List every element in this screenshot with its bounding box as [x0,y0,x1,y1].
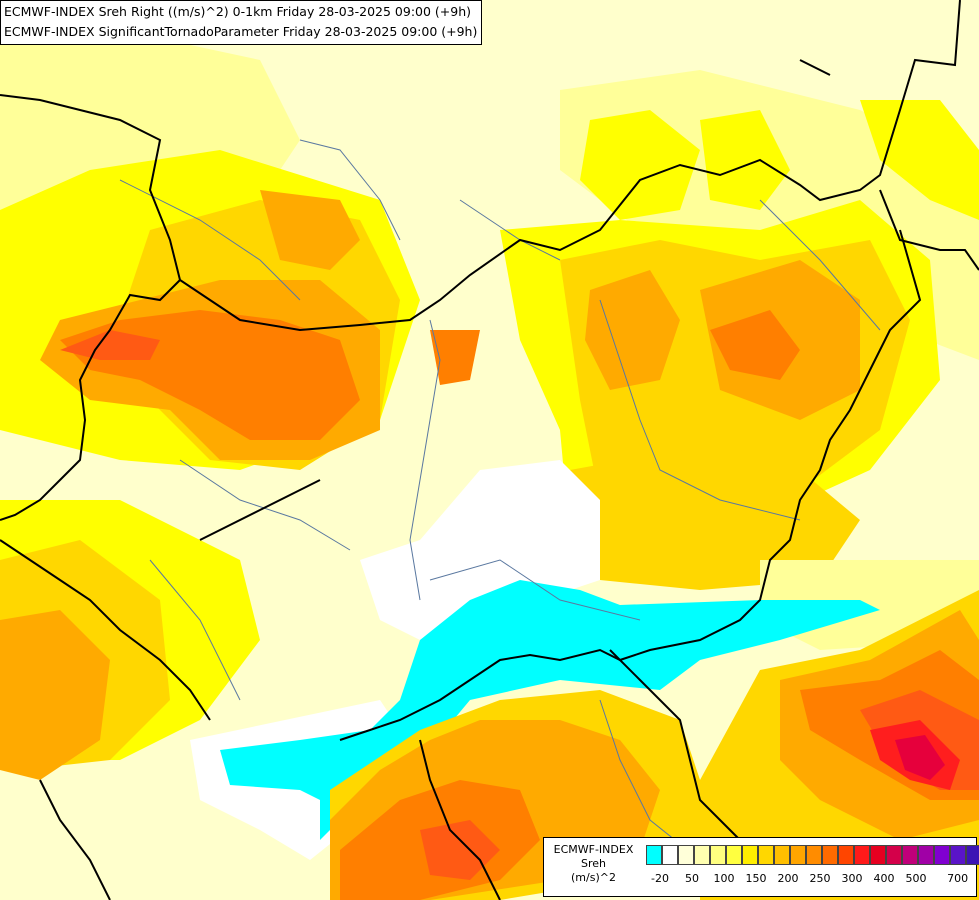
border-south-1 [419,739,501,900]
legend-swatch-16 [902,845,918,865]
legend-swatch-8 [774,845,790,865]
legend-variable: Sreh [580,857,606,870]
field-orange-sw [0,610,110,780]
field-crimson-se [895,735,945,780]
legend-swatch-10 [806,845,822,865]
field-dark-orange-east [710,310,800,380]
border-north [0,0,961,332]
field-orange-east-1 [585,270,680,390]
legend-swatch-4 [710,845,726,865]
river-north-1 [299,139,401,241]
legend-swatch-9 [790,845,806,865]
legend-tick-label: 200 [777,872,799,885]
title-line-stp: ECMWF-INDEX SignificantTornadoParameter … [4,24,478,39]
field-red-orange-south [420,820,500,880]
legend-tick-label: 400 [873,872,895,885]
map-title-box: ECMWF-INDEX Sreh Right ((m/s)^2) 0-1km F… [0,0,483,45]
border-lake-balaton [199,479,321,541]
legend-swatch-15 [886,845,902,865]
legend-swatch-3 [694,845,710,865]
legend-unit: (m/s)^2 [571,871,616,884]
legend-swatch-17 [918,845,934,865]
river-south-1 [429,559,641,621]
legend-tick-label: 500 [905,872,927,885]
border-south-west-2 [39,779,111,900]
border-east-south [339,229,922,741]
border-south-west [0,539,211,721]
legend-tick-label: 50 [685,872,699,885]
border-north-east [879,189,979,271]
legend-swatch-20 [966,845,979,865]
legend-swatches [646,845,979,865]
river-south-west [149,559,241,701]
field-yellow-north-2 [700,110,790,210]
legend-swatch-5 [726,845,742,865]
field-yellow-ne-corner [860,100,979,220]
legend-swatch-0 [646,845,662,865]
legend-tick-label: 250 [809,872,831,885]
legend-tick-label: 700 [947,872,969,885]
legend-tick-label: 300 [841,872,863,885]
legend-swatch-7 [758,845,774,865]
river-north-west [119,179,301,301]
legend-swatch-19 [950,845,966,865]
legend-swatch-1 [662,845,678,865]
legend-tick-label: 100 [713,872,735,885]
field-red-orange-west [60,330,160,360]
field-orange-north-west [260,190,360,270]
field-gold-south-east [570,450,860,590]
border-island-1 [799,59,831,76]
river-danube-north [409,319,441,601]
river-north-east [759,199,881,331]
border-west [0,279,181,521]
legend-source: ECMWF-INDEX [553,843,634,856]
field-dark-orange-center [430,330,480,385]
legend-swatch-18 [934,845,950,865]
legend-label: ECMWF-INDEX Sreh (m/s)^2 [544,843,643,885]
legend-swatch-14 [870,845,886,865]
field-yellow-north [580,110,700,220]
legend-swatch-11 [822,845,838,865]
river-tisza [599,299,801,521]
legend-swatch-13 [854,845,870,865]
river-west [179,459,351,551]
legend-swatch-2 [678,845,694,865]
color-legend: ECMWF-INDEX Sreh (m/s)^2 -20 50 100 150 200 2… [543,837,979,897]
legend-swatch-12 [838,845,854,865]
legend-swatch-6 [742,845,758,865]
legend-ticks: -20 50 100 150 200 250 300 400 500 700 [646,872,968,888]
legend-tick-label: 150 [745,872,767,885]
title-line-sreh: ECMWF-INDEX Sreh Right ((m/s)^2) 0-1km F… [4,4,472,19]
legend-tick-label: -20 [651,872,669,885]
